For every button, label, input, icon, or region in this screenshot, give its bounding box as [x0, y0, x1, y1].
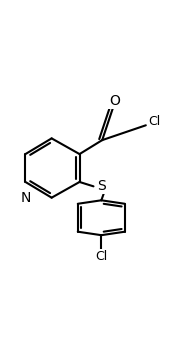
Text: O: O: [109, 94, 120, 108]
Text: N: N: [20, 191, 31, 205]
Text: Cl: Cl: [148, 115, 161, 128]
Text: S: S: [97, 179, 106, 193]
Text: Cl: Cl: [95, 250, 107, 262]
